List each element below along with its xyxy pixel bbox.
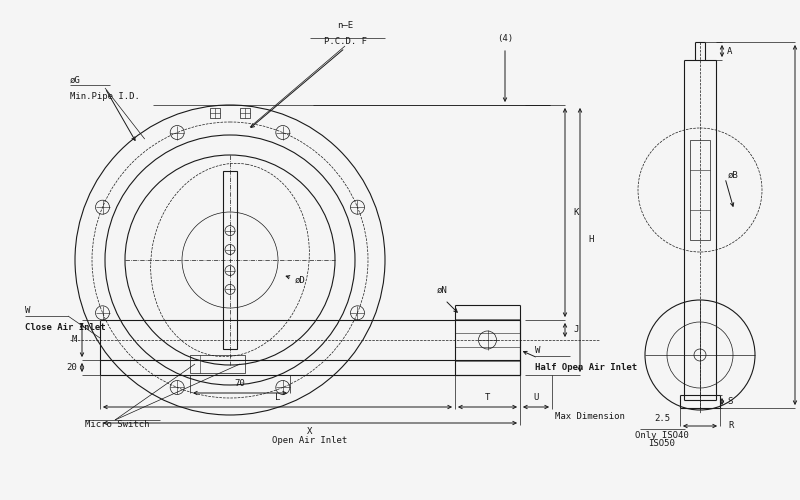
Bar	[223, 171, 237, 349]
Text: A: A	[727, 46, 732, 56]
Text: Half Open Air Inlet: Half Open Air Inlet	[535, 363, 637, 372]
Text: Open Air Inlet: Open Air Inlet	[272, 436, 348, 445]
Bar	[690, 140, 710, 240]
Text: 70: 70	[234, 379, 246, 388]
Text: øD: øD	[295, 276, 306, 284]
Text: W: W	[25, 306, 30, 315]
Text: L: L	[275, 393, 280, 402]
Text: U: U	[534, 393, 538, 402]
Text: H: H	[588, 236, 594, 244]
Text: P.C.D. F: P.C.D. F	[323, 37, 366, 46]
Text: øB: øB	[728, 170, 738, 179]
Text: øG: øG	[70, 76, 81, 85]
Text: Close Air Inlet: Close Air Inlet	[25, 323, 106, 332]
Text: 20: 20	[66, 363, 77, 372]
Text: Max Dimension: Max Dimension	[555, 412, 625, 421]
Text: M: M	[72, 336, 77, 344]
Text: Min.Pipe I.D.: Min.Pipe I.D.	[70, 92, 140, 101]
Text: S: S	[727, 397, 732, 406]
Text: Only ISO40: Only ISO40	[635, 431, 689, 440]
Text: (4): (4)	[497, 34, 513, 42]
Text: ISO50: ISO50	[649, 439, 675, 448]
Text: 2.5: 2.5	[654, 414, 670, 423]
Text: Micro Switch: Micro Switch	[85, 420, 150, 429]
Bar	[240, 108, 250, 118]
Text: J: J	[573, 326, 578, 334]
Text: T: T	[485, 393, 490, 402]
Bar	[210, 108, 220, 118]
Text: n–E: n–E	[337, 21, 353, 30]
Text: øN: øN	[437, 286, 447, 295]
Bar	[190, 355, 245, 373]
Text: W: W	[535, 346, 540, 355]
Text: X: X	[307, 427, 313, 436]
Text: R: R	[728, 422, 734, 430]
Text: K: K	[573, 208, 578, 217]
